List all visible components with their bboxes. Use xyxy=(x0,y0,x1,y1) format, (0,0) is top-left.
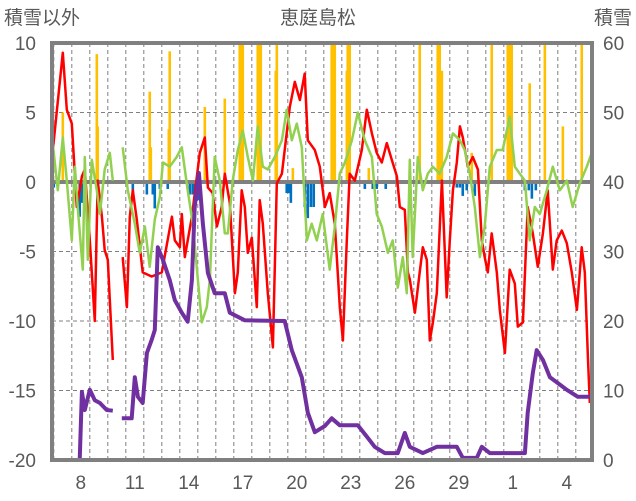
blue-bar xyxy=(306,182,310,219)
orange-bar xyxy=(95,54,99,183)
orange-bar xyxy=(506,43,510,182)
x-tick-label: 4 xyxy=(562,473,573,494)
blue-bar xyxy=(191,182,195,195)
orange-bar xyxy=(510,43,514,182)
x-tick-label: 26 xyxy=(394,473,415,494)
orange-bar xyxy=(241,43,245,182)
blue-bar xyxy=(312,182,316,208)
y-left-tick-label: -15 xyxy=(9,382,36,403)
orange-bar xyxy=(238,43,242,182)
orange-bar xyxy=(333,43,337,182)
blue-bar xyxy=(530,182,534,199)
y-left-tick-label: -20 xyxy=(9,451,36,472)
x-tick-label: 8 xyxy=(76,473,87,494)
orange-bar xyxy=(291,168,295,182)
orange-bar xyxy=(348,43,352,182)
y-right-tick-label: 10 xyxy=(603,382,624,403)
blue-bar xyxy=(527,182,531,191)
blue-bar xyxy=(363,182,367,189)
blue-bar xyxy=(145,182,149,195)
orange-bar xyxy=(168,51,172,183)
blue-bar xyxy=(153,182,157,209)
orange-bar xyxy=(259,43,263,182)
x-tick-label: 23 xyxy=(340,473,361,494)
y-left-tick-label: 5 xyxy=(25,104,36,125)
y-right-tick-label: 40 xyxy=(603,173,624,194)
y-right-tick-label: 50 xyxy=(603,104,624,125)
blue-bar xyxy=(285,182,289,194)
y-right-tick-label: 0 xyxy=(603,451,614,472)
series-lines xyxy=(51,51,593,462)
y-right-tick-label: 30 xyxy=(603,243,624,264)
orange-bar xyxy=(528,83,532,182)
blue-bar xyxy=(287,182,291,194)
blue-bar xyxy=(458,182,462,188)
orange-bar xyxy=(367,168,371,182)
orange-bar xyxy=(223,98,227,182)
y-left-tick-label: -10 xyxy=(9,312,36,333)
y-left-tick-label: 0 xyxy=(25,173,36,194)
blue-bar xyxy=(455,182,459,188)
orange-bar xyxy=(561,126,565,182)
x-tick-label: 17 xyxy=(232,473,253,494)
blue-bar xyxy=(461,182,465,196)
blue-bar xyxy=(384,182,388,189)
y-right-tick-label: 60 xyxy=(603,34,624,55)
orange-bar xyxy=(275,43,279,182)
blue-bar xyxy=(473,182,477,196)
blue-bar xyxy=(309,182,313,208)
blue-bar xyxy=(151,182,155,195)
y-left-tick-label: -5 xyxy=(19,243,36,264)
orange-bar xyxy=(490,43,494,182)
blue-bar xyxy=(465,182,469,191)
blue-bar xyxy=(375,182,379,189)
blue-bar xyxy=(188,182,192,195)
orange-bar xyxy=(418,43,422,182)
y-right-tick-label: 20 xyxy=(603,312,624,333)
green-line xyxy=(51,108,593,324)
orange-bar xyxy=(331,43,335,182)
orange-bar xyxy=(346,43,350,182)
orange-bar xyxy=(149,147,153,182)
orange-bar xyxy=(470,152,474,182)
purple-snow-depth xyxy=(52,171,590,462)
orange-bar xyxy=(436,43,440,182)
x-tick-label: 1 xyxy=(508,473,519,494)
x-tick-label: 11 xyxy=(125,473,145,494)
plot-frame xyxy=(50,41,594,462)
blue-bar xyxy=(166,182,170,189)
orange-bar xyxy=(256,43,260,182)
blue-bar xyxy=(534,182,538,191)
blue-bar xyxy=(78,182,82,217)
orange-bar xyxy=(96,126,100,182)
x-tick-label: 14 xyxy=(178,473,200,494)
chart-title: 恵庭島松 xyxy=(280,7,356,29)
right-axis-title: 積雪 xyxy=(594,7,632,29)
orange-bar xyxy=(148,91,152,182)
orange-bar xyxy=(438,43,442,182)
blue-bar xyxy=(289,182,293,203)
x-tick-label: 29 xyxy=(448,473,469,494)
left-axis-title: 積雪以外 xyxy=(4,7,80,29)
x-tick-label: 20 xyxy=(286,473,307,494)
orange-bar xyxy=(440,70,444,182)
orange-bar xyxy=(508,43,512,182)
orange-bar xyxy=(543,43,547,182)
y-left-tick-label: 10 xyxy=(15,34,36,55)
orange-bar xyxy=(580,43,584,182)
blue-bar xyxy=(371,182,375,189)
blue-bar xyxy=(80,182,84,203)
